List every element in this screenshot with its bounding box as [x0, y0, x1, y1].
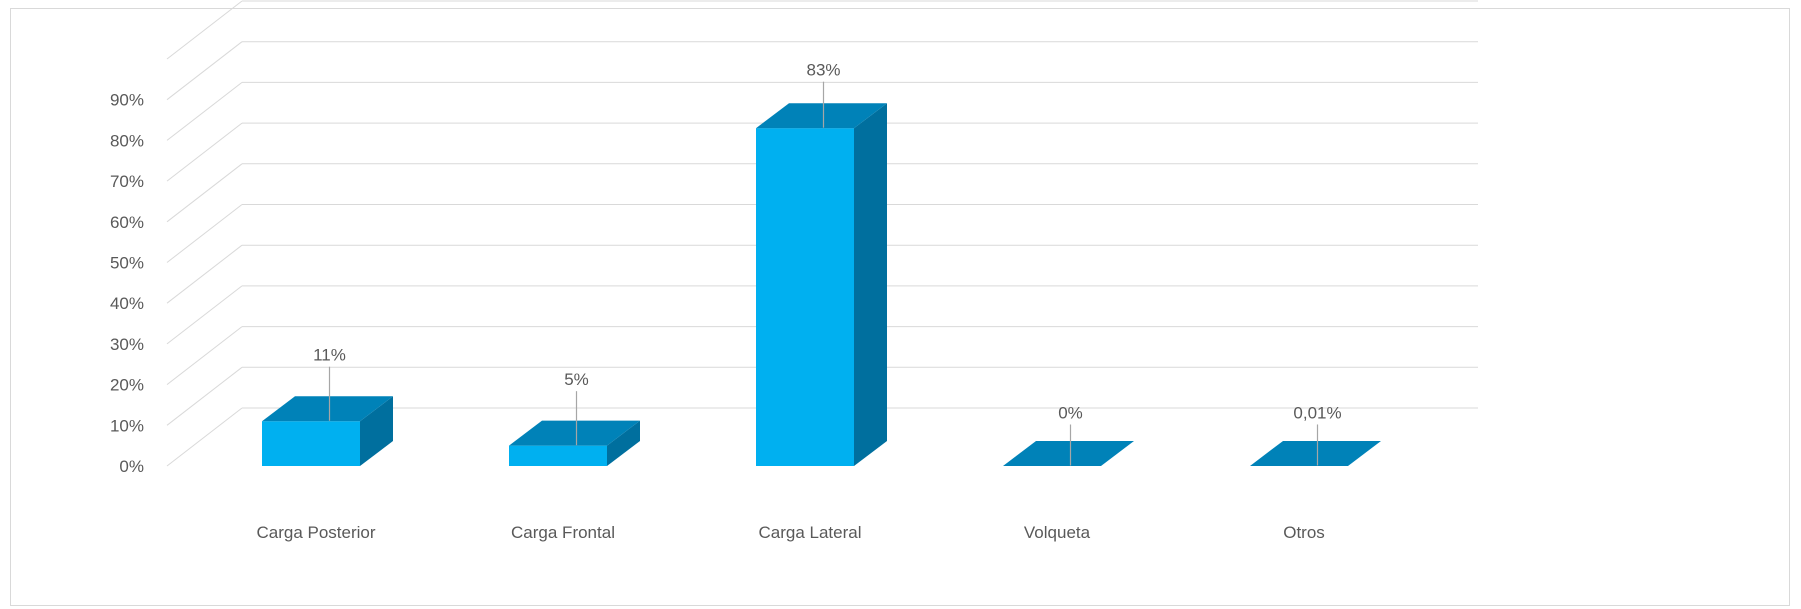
gridline-diagonal: [166, 326, 243, 385]
bar-top: [1003, 441, 1134, 466]
gridline-diagonal: [166, 204, 243, 263]
y-tick-label: 50%: [110, 254, 144, 273]
y-tick-label: 10%: [110, 416, 144, 435]
category-label: Carga Frontal: [511, 523, 615, 542]
category-labels: Carga Posterior Carga Frontal Carga Latera…: [256, 523, 1324, 542]
bar: [509, 420, 640, 466]
bar: [1250, 440, 1381, 466]
data-label: 0%: [1058, 404, 1083, 423]
bar: [1003, 441, 1134, 466]
bar-top: [1250, 440, 1381, 466]
gridline-diagonal: [166, 244, 243, 304]
bar-side: [607, 420, 640, 466]
bar-top: [509, 420, 640, 446]
bar: [262, 396, 393, 466]
bar-side: [854, 103, 887, 466]
chart-frame: [10, 8, 1790, 606]
y-tick-label: 80%: [110, 131, 144, 150]
y-tick-label: 40%: [110, 294, 144, 313]
bars: [262, 103, 1381, 466]
data-label: 11%: [313, 346, 346, 365]
bar-top: [756, 103, 887, 129]
data-label: 5%: [564, 370, 589, 389]
gridline-diagonal: [166, 366, 243, 426]
category-label: Volqueta: [1024, 523, 1091, 542]
category-label: Carga Lateral: [758, 523, 861, 542]
gridline-diagonal: [166, 0, 243, 60]
gridline-diagonal: [166, 82, 243, 141]
bar-front: [262, 421, 360, 466]
gridline-diagonal: [166, 407, 243, 467]
bar-front: [509, 445, 607, 466]
bar: [756, 103, 887, 466]
data-label: 0,01%: [1293, 403, 1341, 422]
gridline-diagonal: [166, 285, 243, 345]
y-tick-label: 0%: [119, 457, 144, 476]
gridline-diagonal: [166, 122, 243, 182]
y-tick-label: 90%: [110, 91, 144, 110]
bar-front: [756, 128, 854, 466]
y-tick-label: 60%: [110, 213, 144, 232]
gridline-diagonal: [166, 41, 243, 101]
bar-top: [262, 396, 393, 422]
y-tick-label: 30%: [110, 335, 144, 354]
y-tick-label: 20%: [110, 376, 144, 395]
data-label: 83%: [806, 61, 840, 80]
category-label: Otros: [1283, 523, 1325, 542]
y-axis-ticks: 0% 10% 20% 30% 40% 50% 60% 70% 80% 90%: [110, 91, 144, 476]
bar-side: [360, 396, 393, 466]
y-tick-label: 70%: [110, 172, 144, 191]
category-label: Carga Posterior: [256, 523, 375, 542]
gridline-diagonal: [166, 163, 243, 223]
data-labels: 11% 5% 83% 0% 0,01%: [313, 61, 1342, 466]
